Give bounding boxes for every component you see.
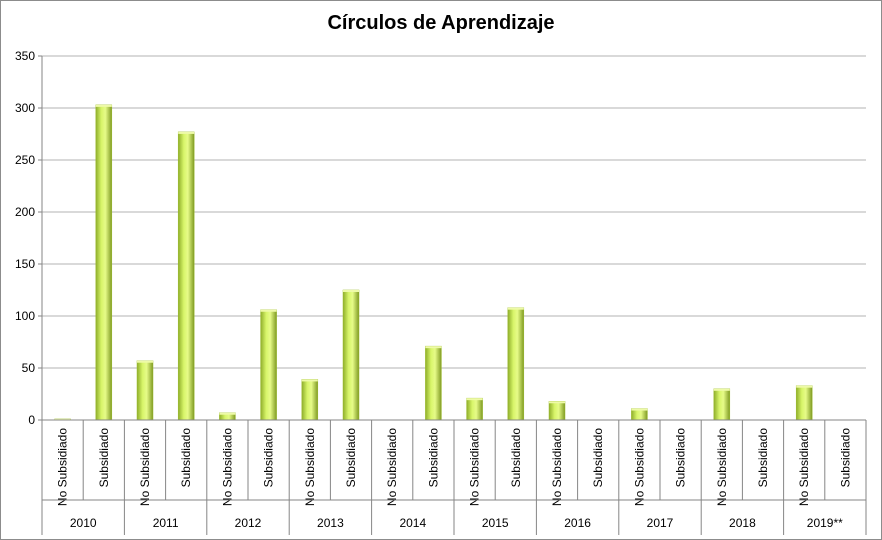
y-tick-label: 50 (22, 361, 36, 375)
x-category-label: Subsidiado (426, 428, 440, 488)
x-category-label: No Subsidiado (797, 428, 811, 506)
x-category-label: No Subsidiado (56, 428, 70, 506)
bar-2010-subsidiado (95, 104, 113, 421)
bar-cap (631, 408, 648, 411)
y-tick-label: 250 (15, 153, 35, 167)
chart-title: Círculos de Aprendizaje (327, 12, 555, 34)
x-category-label: No Subsidiado (468, 428, 482, 506)
x-category-label: No Subsidiado (220, 428, 234, 506)
bar-2013-subsidiado (342, 289, 360, 421)
bar-2012-subsidiado (260, 309, 277, 421)
x-category-label: No Subsidiado (632, 428, 646, 506)
bar-cap (425, 346, 442, 349)
x-category-label: No Subsidiado (303, 428, 317, 506)
x-group-label: 2011 (153, 516, 179, 530)
x-category-label: Subsidiado (179, 428, 193, 488)
bar-2013-no-subsidiado (301, 379, 319, 421)
bar-2014-subsidiado (425, 345, 442, 421)
x-group-label: 2016 (564, 516, 591, 530)
grid-layer (42, 55, 866, 369)
y-tick-label: 200 (15, 205, 35, 219)
x-category-label: No Subsidiado (715, 428, 729, 506)
y-tick-label: 100 (15, 309, 35, 323)
bar-cap (54, 418, 71, 420)
x-category-label: Subsidiado (344, 428, 358, 488)
y-tick-label: 300 (15, 101, 35, 115)
bar-cap (301, 379, 318, 382)
x-category-label: Subsidiado (838, 428, 852, 488)
x-group-label: 2019** (807, 516, 843, 530)
x-category-label: Subsidiado (262, 428, 276, 488)
bar-2018-no-subsidiado (713, 388, 731, 421)
x-group-label: 2014 (399, 516, 426, 530)
bar-cap (466, 398, 483, 401)
bar-cap (549, 401, 565, 404)
x-category-label: No Subsidiado (385, 428, 399, 506)
bar-2015-subsidiado (507, 307, 525, 421)
bar-2016-no-subsidiado (548, 401, 566, 421)
x-group-label: 2018 (729, 516, 756, 530)
bar-2011-no-subsidiado (136, 360, 154, 421)
x-category-label: Subsidiado (97, 428, 111, 488)
x-category-label: Subsidiado (756, 428, 770, 488)
bar-2011-subsidiado (177, 131, 195, 421)
y-tick-label: 150 (15, 257, 35, 271)
x-group-label: 2012 (235, 516, 262, 530)
axis-layer: 0 50 100 150 200 250 300 350 No Subsidiado Subsid… (15, 49, 867, 535)
x-group-label: 2013 (317, 516, 344, 530)
bar-cap (95, 104, 112, 107)
y-tick-label: 0 (28, 413, 35, 427)
bar-cap (137, 360, 153, 363)
x-group-label: 2015 (482, 516, 509, 530)
bar-cap (219, 412, 236, 415)
bar-2015-no-subsidiado (466, 397, 483, 421)
x-category-label: Subsidiado (509, 428, 523, 488)
bar-cap (178, 131, 195, 134)
bar-cap (713, 388, 730, 391)
bar-cap (260, 309, 277, 312)
x-category-label: Subsidiado (591, 428, 605, 488)
x-category-label: Subsidiado (674, 428, 688, 488)
x-group-label: 2010 (70, 516, 97, 530)
x-category-label: No Subsidiado (138, 428, 152, 506)
bar-layer (54, 104, 813, 421)
y-tick-label: 350 (15, 49, 35, 63)
bar-cap (343, 290, 359, 292)
bar-2019-no-subsidiado (795, 385, 813, 421)
x-group-label: 2017 (647, 516, 674, 530)
x-category-label: No Subsidiado (550, 428, 564, 506)
bar-cap (507, 307, 524, 310)
bar-cap (796, 385, 813, 388)
